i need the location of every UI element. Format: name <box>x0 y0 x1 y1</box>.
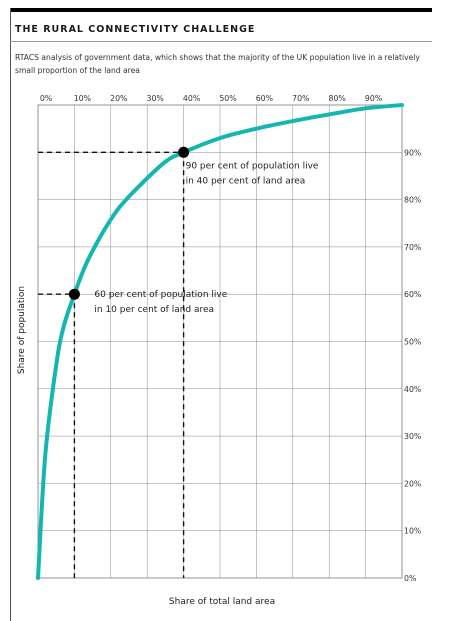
y-tick-label: 30% <box>404 432 421 441</box>
x-tick-label: 40% <box>183 94 200 103</box>
annotation-label: 60 per cent of population live <box>94 290 227 300</box>
x-tick-label: 80% <box>329 94 346 103</box>
y-tick-label: 90% <box>404 148 421 157</box>
population-curve-line <box>36 103 404 580</box>
y-tick-label: 10% <box>404 527 421 536</box>
annotation-labels: 60 per cent of population live in 10 per … <box>94 161 319 315</box>
left-rule <box>10 8 11 621</box>
annotation-points <box>68 146 190 300</box>
x-tick-label: 50% <box>219 94 236 103</box>
top-rule <box>10 8 432 12</box>
x-tick-label: 30% <box>147 94 164 103</box>
x-axis-label: Share of total land area <box>169 597 275 607</box>
x-tick-label: 10% <box>74 94 91 103</box>
y-tick-label: 0% <box>404 574 416 583</box>
x-tick-label: 20% <box>110 94 127 103</box>
annotation-label: in 10 per cent of land area <box>94 305 214 315</box>
x-tick-label: 0% <box>40 94 52 103</box>
annotation-label: in 40 per cent of land area <box>186 176 306 186</box>
title-divider <box>10 41 432 42</box>
y-tick-label: 80% <box>404 196 421 205</box>
y-tick-label: 50% <box>404 338 421 347</box>
y-tick-label: 60% <box>404 290 421 299</box>
y-tick-label: 20% <box>404 479 421 488</box>
annotation-guides <box>38 151 185 578</box>
x-tick-label: 60% <box>256 94 273 103</box>
chart-title: THE RURAL CONNECTIVITY CHALLENGE <box>15 24 256 35</box>
annotation-point <box>68 288 80 300</box>
annotation-label: 90 per cent of population live <box>186 161 319 171</box>
y-axis-label: Share of population <box>17 286 27 374</box>
y-tick-label: 40% <box>404 385 421 394</box>
x-tick-labels: 0% 10% 20% 30% 40% 50% 60% 70% 80% 90% <box>40 94 382 103</box>
y-tick-labels: 0% 10% 20% 30% 40% 50% 60% 70% 80% 90% <box>404 148 421 583</box>
chart-subtitle: RTACS analysis of government data, which… <box>15 53 420 75</box>
y-tick-label: 70% <box>404 243 421 252</box>
x-tick-label: 90% <box>365 94 382 103</box>
annotation-point <box>178 146 190 158</box>
x-tick-label: 70% <box>292 94 309 103</box>
